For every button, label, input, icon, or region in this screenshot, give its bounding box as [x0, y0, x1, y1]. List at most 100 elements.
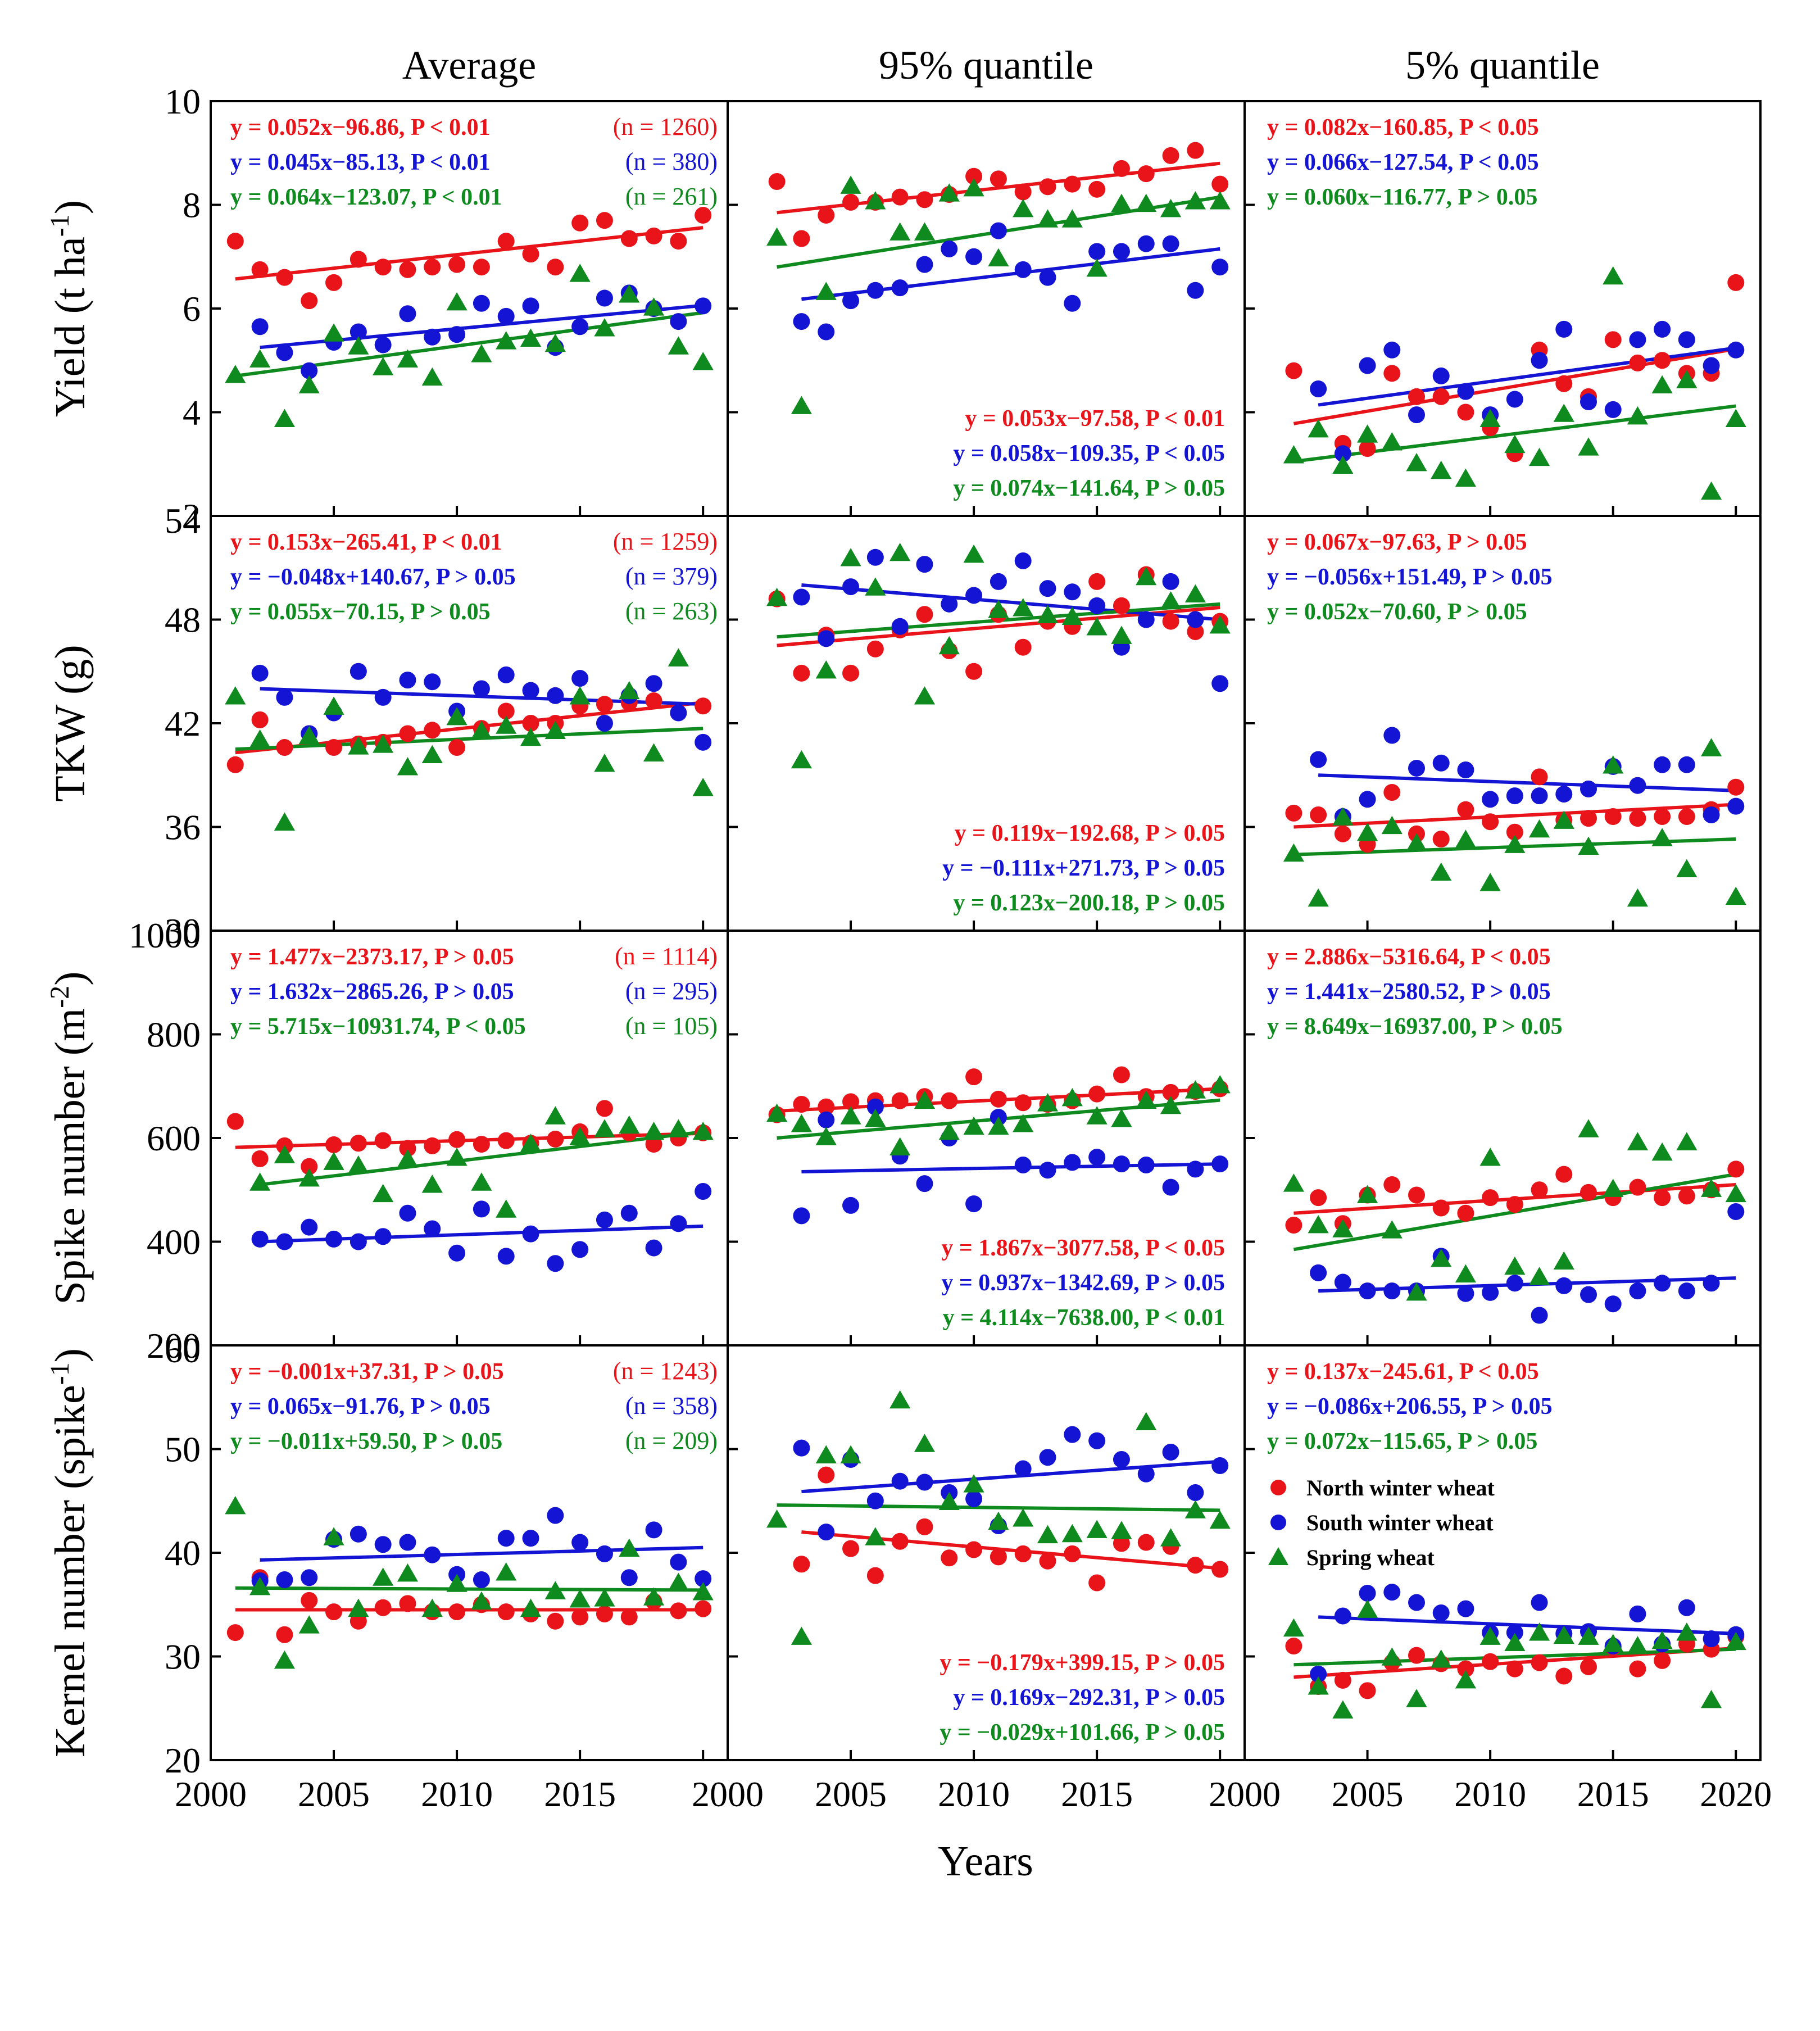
n-label-south: (n = 380) — [625, 148, 718, 175]
point-spring — [1431, 1248, 1452, 1267]
point-spring — [865, 1108, 886, 1127]
x-tick-label: 2015 — [1061, 1774, 1133, 1814]
point-south — [571, 670, 589, 687]
point-south — [424, 328, 441, 346]
point-spring — [1283, 1173, 1305, 1192]
point-spring — [421, 1598, 443, 1617]
equation-north: y = 0.153x−265.41, P < 0.01 — [230, 529, 502, 555]
point-north — [818, 1466, 835, 1484]
point-spring — [1283, 445, 1305, 464]
point-south — [941, 240, 958, 257]
point-south — [1531, 352, 1548, 369]
point-north — [399, 261, 416, 278]
point-south — [350, 1525, 367, 1543]
point-south — [1383, 341, 1401, 359]
point-spring — [1479, 409, 1501, 427]
point-south — [1187, 1160, 1204, 1178]
point-north — [620, 230, 638, 247]
x-tick-label: 2020 — [1700, 1774, 1772, 1814]
panel-r1-c0: y = 0.153x−265.41, P < 0.01 y = −0.048x+1… — [210, 515, 729, 932]
point-south — [1334, 445, 1351, 463]
point-south — [965, 1490, 983, 1508]
point-spring — [889, 222, 911, 241]
equation-north: y = 0.052x−96.86, P < 0.01 — [230, 115, 491, 140]
equation-south: y = −0.086x+206.55, P > 0.05 — [1267, 1394, 1553, 1420]
point-spring — [1528, 819, 1550, 838]
equation-north: y = 1.867x−3077.58, P < 0.05 — [941, 1235, 1225, 1261]
point-spring — [1553, 404, 1574, 422]
point-spring — [544, 1106, 566, 1125]
point-spring — [397, 1149, 419, 1168]
point-spring — [1209, 1510, 1231, 1529]
point-north — [1334, 1671, 1351, 1689]
point-north — [891, 1092, 909, 1109]
point-spring — [963, 178, 984, 197]
point-spring — [1037, 1093, 1059, 1112]
y-axis-label-end: ) — [47, 972, 94, 986]
point-spring — [914, 686, 936, 705]
point-spring — [865, 1527, 886, 1545]
legend-marker-south — [1270, 1515, 1286, 1530]
point-north — [1580, 1184, 1597, 1201]
point-north — [522, 246, 539, 263]
point-north — [1285, 1638, 1302, 1655]
point-north — [276, 1626, 293, 1643]
point-south — [350, 323, 367, 341]
point-south — [497, 307, 515, 325]
point-spring — [373, 1567, 394, 1586]
point-spring — [249, 729, 271, 748]
point-south — [424, 1220, 441, 1237]
point-north — [1088, 180, 1106, 198]
point-south — [1088, 1149, 1106, 1166]
point-south — [1654, 320, 1671, 338]
point-south — [1457, 383, 1474, 400]
point-south — [374, 336, 392, 353]
point-spring — [1308, 1676, 1329, 1695]
point-spring — [1061, 1524, 1083, 1543]
point-spring — [865, 191, 886, 210]
x-tick-label: 2010 — [1454, 1774, 1526, 1814]
point-spring — [668, 336, 689, 355]
point-spring — [1406, 1689, 1427, 1707]
fit-line-south — [1318, 773, 1736, 792]
point-north — [1408, 1186, 1425, 1204]
point-south — [1064, 294, 1081, 312]
y-tick-label: 60 — [165, 1330, 201, 1370]
equation-south: y = −0.056x+151.49, P > 0.05 — [1267, 564, 1553, 590]
fit-line-south — [801, 247, 1220, 301]
point-south — [793, 1207, 810, 1225]
point-spring — [1209, 1075, 1231, 1094]
point-north — [1555, 1166, 1573, 1183]
equation-south: y = 1.441x−2580.52, P > 0.05 — [1267, 979, 1551, 1005]
point-south — [620, 1569, 638, 1586]
point-south — [1359, 1282, 1376, 1300]
point-spring — [791, 396, 813, 414]
point-north — [1014, 1094, 1032, 1112]
equation-spring: y = 0.072x−115.65, P > 0.05 — [1267, 1429, 1537, 1454]
point-spring — [274, 1650, 296, 1669]
point-spring — [496, 715, 517, 734]
equation-north: y = −0.179x+399.15, P > 0.05 — [939, 1650, 1225, 1676]
x-axis-label: Years — [938, 1838, 1033, 1885]
point-north — [1137, 165, 1155, 183]
equation-south: y = 0.045x−85.13, P < 0.01 — [230, 149, 491, 175]
point-north — [1310, 806, 1327, 823]
point-south — [522, 297, 539, 315]
point-north — [1482, 813, 1499, 831]
point-north — [916, 191, 933, 208]
point-south — [251, 318, 269, 336]
point-south — [1211, 1457, 1229, 1475]
panel-r0-c1: y = 0.053x−97.58, P < 0.01 y = 0.058x−109… — [727, 100, 1246, 517]
point-north — [325, 1136, 343, 1153]
y-axis-label-superscript: -2 — [45, 986, 75, 1008]
point-south — [1137, 1156, 1155, 1173]
point-spring — [1504, 835, 1526, 853]
point-spring — [1725, 1631, 1746, 1651]
point-spring — [1479, 873, 1501, 891]
legend-marker-spring — [1268, 1547, 1288, 1565]
point-north — [1604, 331, 1622, 348]
point-north — [793, 1096, 810, 1113]
point-south — [301, 1218, 318, 1236]
point-south — [1457, 1600, 1474, 1617]
point-spring — [1111, 1108, 1132, 1127]
